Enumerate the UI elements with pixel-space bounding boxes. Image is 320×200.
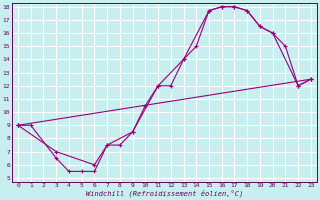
X-axis label: Windchill (Refroidissement éolien,°C): Windchill (Refroidissement éolien,°C) <box>86 190 243 197</box>
